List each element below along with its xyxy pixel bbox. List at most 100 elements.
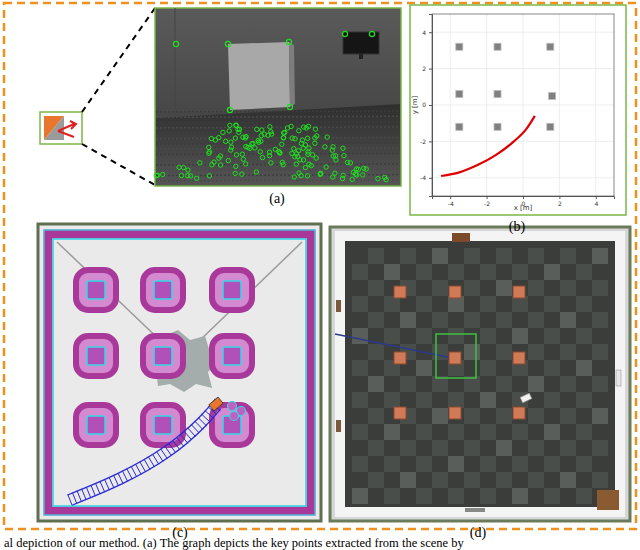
tick: 0 — [422, 101, 432, 108]
keypoint — [186, 168, 190, 172]
keypoint — [286, 39, 291, 44]
obstacle-core — [154, 281, 172, 299]
obstacle-marker — [494, 91, 501, 98]
floor-tile — [576, 456, 592, 472]
keypoint — [315, 134, 319, 138]
obstacle-core — [223, 347, 241, 365]
keypoint — [237, 127, 241, 131]
keypoint — [240, 172, 244, 176]
floor-tile — [464, 344, 480, 360]
planned-path-edge — [68, 399, 216, 495]
floor-tile — [544, 328, 560, 344]
keypoint — [324, 165, 328, 169]
floor-tile — [432, 248, 448, 264]
floor-tile — [480, 296, 496, 312]
keypoint — [297, 129, 301, 133]
keypoint — [354, 167, 358, 171]
keypoint — [218, 163, 222, 167]
keypoint — [258, 150, 262, 154]
zoom-line — [82, 144, 155, 185]
grid-line — [432, 68, 614, 69]
floor-tile — [416, 456, 432, 472]
obstacle-marker — [494, 123, 501, 130]
floor-tile — [480, 488, 496, 504]
cube — [449, 286, 461, 298]
axis-line — [433, 197, 615, 200]
keypoint — [361, 173, 365, 177]
keypoint — [290, 136, 294, 140]
floor-tile — [544, 456, 560, 472]
tick-label: -2 — [484, 200, 490, 207]
floor-tile — [352, 456, 368, 472]
floor-tile — [400, 440, 416, 456]
grid-line — [432, 177, 614, 178]
keypoint — [173, 41, 178, 46]
keypoint — [207, 145, 211, 149]
keypoint — [305, 136, 309, 140]
floor-tile — [528, 248, 544, 264]
planned-path-rung — [91, 485, 96, 496]
planned-path-rung — [198, 417, 207, 425]
keypoint — [241, 157, 245, 161]
floor-tile — [496, 344, 512, 360]
monitor — [343, 32, 379, 54]
tick-mark — [429, 141, 432, 142]
floor-tile — [592, 376, 608, 392]
camera-image — [155, 8, 401, 186]
keypoint — [325, 135, 329, 139]
furniture — [452, 233, 470, 242]
floor-tile — [528, 312, 544, 328]
floor-tile — [464, 408, 480, 424]
floor-tile — [512, 456, 528, 472]
floor-tile — [512, 424, 528, 440]
floor-tile — [576, 360, 592, 376]
keypoint — [227, 107, 232, 112]
keypoint — [198, 161, 202, 165]
keypoint — [179, 173, 183, 177]
floor-tile — [368, 248, 384, 264]
keypoint — [292, 175, 296, 179]
floor-tile — [496, 472, 512, 488]
keypoint — [229, 145, 233, 149]
planned-path-rung — [169, 443, 176, 453]
planned-path-rung — [191, 424, 199, 433]
keypoint — [228, 123, 232, 127]
keypoint — [260, 128, 264, 132]
keypoint — [313, 127, 317, 131]
keypoint — [195, 176, 199, 180]
planned-path-rung — [161, 449, 168, 459]
floor-tile — [368, 344, 384, 360]
keypoint — [225, 41, 230, 46]
floor-tile — [592, 312, 608, 328]
floor-tile — [368, 312, 384, 328]
cube — [394, 286, 406, 298]
floor-tile — [480, 456, 496, 472]
map-wall-edge — [53, 239, 306, 506]
floor-tile — [576, 264, 592, 280]
keypoint — [292, 146, 296, 150]
keypoint — [303, 165, 307, 169]
floor-tile — [560, 376, 576, 392]
keypoint — [234, 153, 238, 157]
keypoint — [233, 171, 237, 175]
icon-arrow — [58, 121, 76, 137]
keypoint — [340, 176, 344, 180]
obstacle-inflation — [76, 270, 116, 310]
floor-tile — [560, 248, 576, 264]
floor-tile — [560, 440, 576, 456]
floor-tile — [576, 328, 592, 344]
keypoint — [289, 124, 293, 128]
floor-tile — [464, 312, 480, 328]
keypoint — [376, 176, 380, 180]
floor-tile — [448, 424, 464, 440]
floor-tile — [432, 472, 448, 488]
panel-label: (d) — [470, 525, 487, 541]
keypoint — [290, 151, 294, 155]
obstacle-marker — [547, 43, 554, 50]
keypoint — [283, 130, 287, 134]
keypoint — [342, 153, 346, 157]
keypoint — [305, 174, 309, 178]
floor-tile — [400, 312, 416, 328]
floor-tile — [480, 360, 496, 376]
keypoint — [297, 171, 301, 175]
